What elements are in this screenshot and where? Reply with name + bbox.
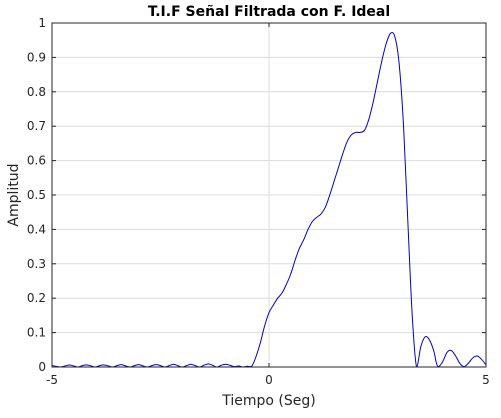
grid [52, 23, 486, 367]
y-tick-label: 0 [38, 360, 46, 374]
ticks: 00.10.20.30.40.50.60.70.80.91-5 0 5 [27, 16, 490, 387]
y-tick-label: 0.7 [27, 119, 46, 133]
x-tick-label: 0 [265, 373, 273, 387]
y-tick-label: 1 [38, 16, 46, 30]
y-tick-label: 0.1 [27, 326, 46, 340]
y-tick-label: 0.6 [27, 154, 46, 168]
y-tick-label: 0.3 [27, 257, 46, 271]
x-tick-label: -5 [46, 373, 58, 387]
y-tick-label: 0.9 [27, 50, 46, 64]
y-tick-label: 0.4 [27, 222, 46, 236]
chart-title: T.I.F Señal Filtrada con F. Ideal [148, 4, 390, 20]
y-tick-label: 0.2 [27, 291, 46, 305]
x-tick-label: 5 [482, 373, 490, 387]
y-tick-label: 0.5 [27, 188, 46, 202]
y-axis-label: Amplitud [6, 163, 22, 226]
x-axis-label: Tiempo (Seg) [221, 393, 315, 409]
y-tick-label: 0.8 [27, 85, 46, 99]
